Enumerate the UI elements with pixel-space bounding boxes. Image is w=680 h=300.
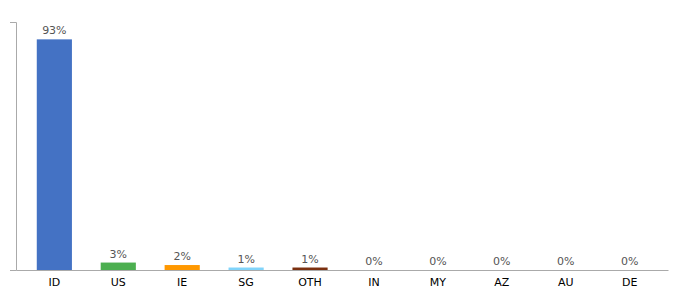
y-axis-line	[10, 23, 17, 271]
bar	[101, 263, 136, 270]
bar	[229, 268, 264, 270]
x-tick: ID	[48, 270, 60, 289]
data-label: 0%	[557, 255, 574, 268]
x-tick-label: MY	[430, 276, 446, 289]
x-tick: OTH	[298, 270, 322, 289]
bars	[37, 39, 328, 270]
data-label: 1%	[301, 253, 318, 266]
bar	[420, 270, 455, 271]
x-tick: MY	[430, 270, 446, 289]
x-tick: DE	[622, 270, 637, 289]
x-axis: ID US IE SG OTH IN MY AZ AU DE	[17, 270, 669, 289]
data-label: 0%	[429, 255, 446, 268]
y-axis	[10, 23, 17, 271]
chart: ID US IE SG OTH IN MY AZ AU DE 93% 3% 2% 1% 1% 0% 0% 0% 0%…	[0, 0, 680, 300]
data-label: 0%	[621, 255, 638, 268]
x-tick: US	[111, 270, 126, 289]
x-tick-label: IN	[368, 276, 379, 289]
x-tick-label: IE	[177, 276, 187, 289]
bar	[548, 270, 583, 271]
x-tick-label: OTH	[298, 276, 322, 289]
x-tick: IE	[177, 270, 187, 289]
plot: ID US IE SG OTH IN MY AZ AU DE 93% 3% 2% 1% 1% 0% 0% 0% 0%…	[10, 23, 669, 289]
data-label: 2%	[173, 250, 190, 263]
data-labels: 93% 3% 2% 1% 1% 0% 0% 0% 0% 0%	[42, 24, 638, 268]
x-tick: SG	[238, 270, 254, 289]
x-tick: AZ	[494, 270, 510, 289]
x-tick: IN	[368, 270, 379, 289]
bar	[484, 270, 519, 271]
x-axis-line	[17, 270, 669, 271]
bar	[356, 270, 391, 271]
data-label: 3%	[110, 248, 127, 261]
data-label: 93%	[42, 24, 66, 37]
x-tick-label: US	[111, 276, 126, 289]
bar	[292, 268, 327, 270]
bar	[37, 39, 72, 270]
x-tick-label: SG	[238, 276, 254, 289]
bar	[165, 265, 200, 270]
data-label: 1%	[237, 253, 254, 266]
data-label: 0%	[365, 255, 382, 268]
x-tick-label: DE	[622, 276, 637, 289]
x-tick-label: ID	[48, 276, 60, 289]
bar	[612, 270, 647, 271]
x-tick-label: AU	[558, 276, 574, 289]
x-tick: AU	[558, 270, 574, 289]
data-label: 0%	[493, 255, 510, 268]
x-tick-label: AZ	[494, 276, 510, 289]
